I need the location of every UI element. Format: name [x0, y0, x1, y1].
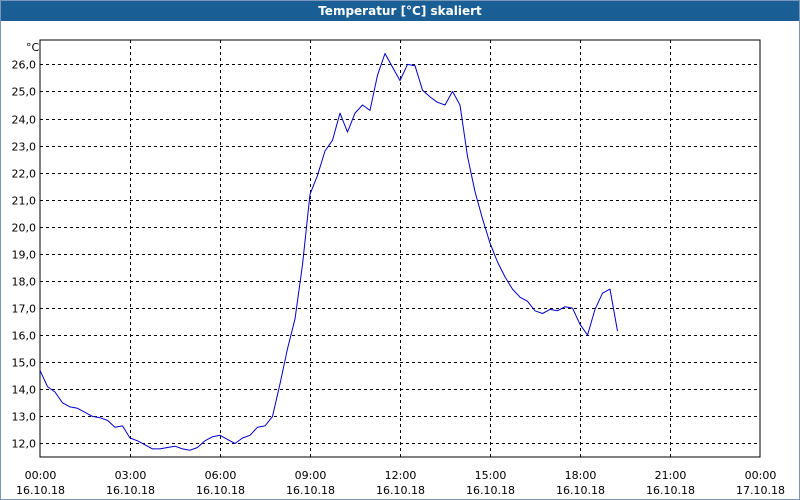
y-tick-label: 23,0 — [12, 141, 37, 154]
plot-area-border — [39, 39, 761, 458]
x-tick-time: 03:00 — [115, 469, 147, 482]
y-tick-label: 26,0 — [12, 59, 37, 72]
series-layer — [39, 53, 618, 451]
x-tick-time: 09:00 — [295, 469, 327, 482]
y-tick-label: 17,0 — [12, 303, 37, 316]
y-tick-label: 19,0 — [12, 249, 37, 262]
y-axis: 12,0 13,0 14,0 15,0 16,0 17,0 18,0 19,0 20,0 21,0… — [12, 59, 37, 451]
x-tick-time: 00:00 — [25, 469, 57, 482]
y-tick-label: 12,0 — [12, 438, 37, 451]
y-tick-label: 22,0 — [12, 168, 37, 181]
y-tick-label: 18,0 — [12, 276, 37, 289]
x-tick-date: 17.10.18 — [736, 484, 785, 497]
y-tick-label: 15,0 — [12, 357, 37, 370]
grid — [40, 40, 760, 457]
x-tick-date: 16.10.18 — [16, 484, 65, 497]
x-tick-date: 16.10.18 — [466, 484, 515, 497]
temperature-series-line — [39, 53, 618, 451]
y-tick-label: 24,0 — [12, 114, 37, 127]
x-tick-date: 16.10.18 — [376, 484, 425, 497]
y-tick-label: 13,0 — [12, 411, 37, 424]
x-tick-date: 16.10.18 — [196, 484, 245, 497]
x-tick-date: 16.10.18 — [286, 484, 335, 497]
x-tick-time: 15:00 — [475, 469, 507, 482]
y-tick-label: 14,0 — [12, 384, 37, 397]
y-tick-label: 16,0 — [12, 330, 37, 343]
x-tick-date: 16.10.18 — [556, 484, 605, 497]
x-tick-date: 16.10.18 — [106, 484, 155, 497]
x-tick-date: 16.10.18 — [646, 484, 695, 497]
y-tick-label: 21,0 — [12, 195, 37, 208]
y-tick-label: 20,0 — [12, 222, 37, 235]
chart-title: Temperatur [°C] skaliert — [1, 1, 799, 21]
x-tick-time: 00:00 — [745, 469, 777, 482]
x-tick-time: 06:00 — [205, 469, 237, 482]
x-axis: 00:00 16.10.18 03:00 16.10.18 06:00 16.10.18 0… — [16, 469, 785, 497]
x-tick-time: 18:00 — [565, 469, 597, 482]
x-tick-time: 21:00 — [655, 469, 687, 482]
y-tick-label: 25,0 — [12, 86, 37, 99]
y-axis-unit-label: °C — [26, 41, 40, 54]
x-tick-time: 12:00 — [385, 469, 417, 482]
